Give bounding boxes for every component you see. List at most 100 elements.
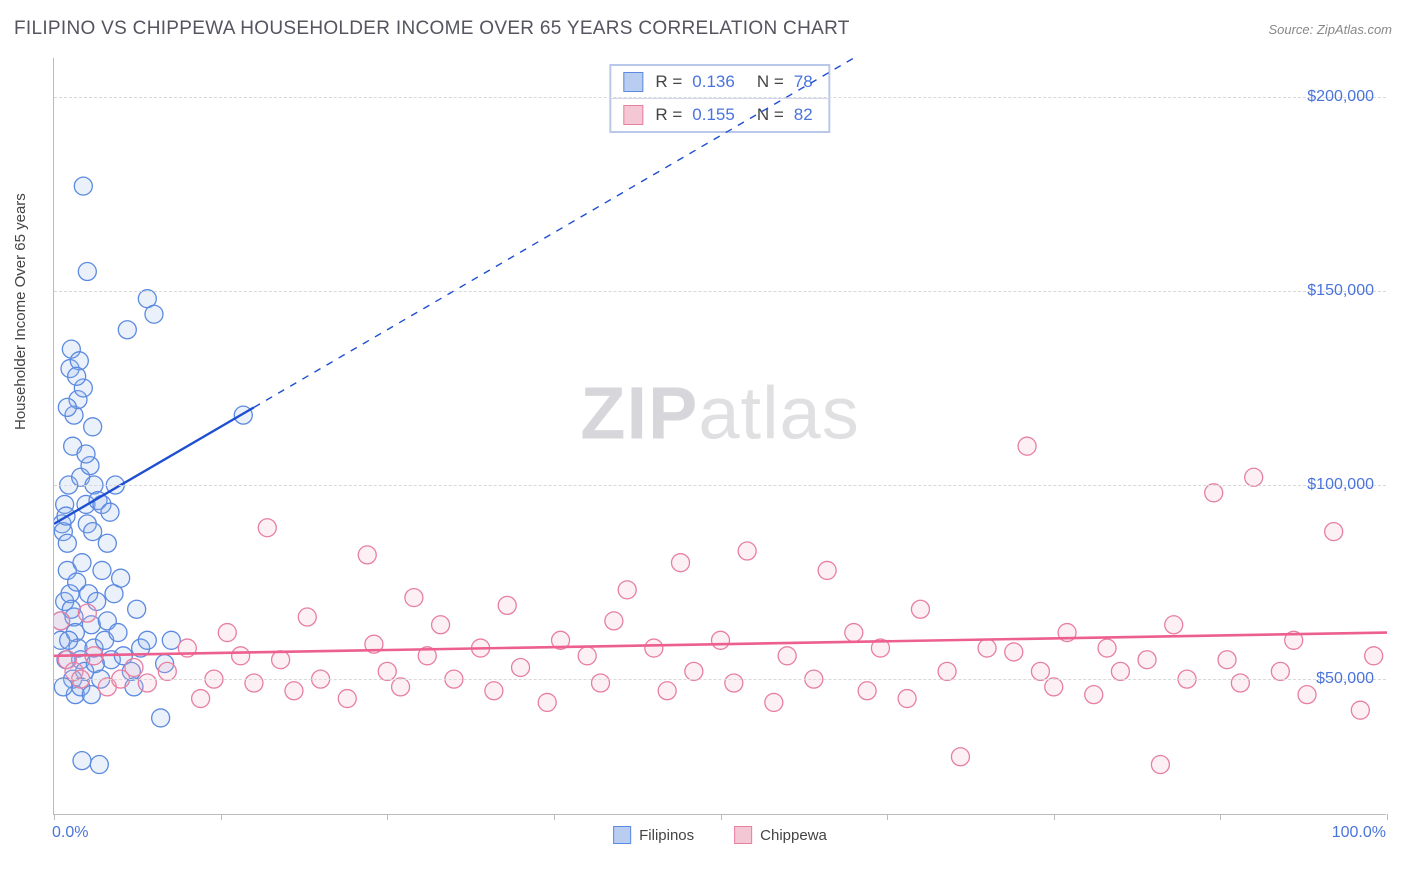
data-point: [138, 674, 156, 692]
trend-line-dashed: [254, 58, 854, 407]
data-point: [1271, 662, 1289, 680]
series-legend: Filipinos Chippewa: [613, 826, 827, 844]
data-point: [192, 690, 210, 708]
data-point: [658, 682, 676, 700]
xtick-mark: [887, 814, 888, 820]
data-point: [1298, 686, 1316, 704]
xtick-mark: [554, 814, 555, 820]
legend-item: Filipinos: [613, 826, 694, 844]
data-point: [1005, 643, 1023, 661]
data-point: [778, 647, 796, 665]
data-point: [1045, 678, 1063, 696]
data-point: [898, 690, 916, 708]
legend-label: Filipinos: [639, 827, 694, 844]
legend-label: Chippewa: [760, 827, 827, 844]
data-point: [158, 662, 176, 680]
data-point: [512, 658, 530, 676]
data-point: [1218, 651, 1236, 669]
data-point: [1365, 647, 1383, 665]
data-point: [845, 624, 863, 642]
data-point: [725, 674, 743, 692]
data-point: [592, 674, 610, 692]
xtick-mark: [1054, 814, 1055, 820]
data-point: [432, 616, 450, 634]
data-point: [358, 546, 376, 564]
data-point: [98, 534, 116, 552]
data-point: [765, 693, 783, 711]
data-point: [911, 600, 929, 618]
data-point: [245, 674, 263, 692]
data-point: [84, 418, 102, 436]
xtick-label: 100.0%: [1332, 824, 1386, 842]
data-point: [93, 561, 111, 579]
xtick-label: 0.0%: [52, 824, 88, 842]
source-label: Source: ZipAtlas.com: [1268, 22, 1392, 37]
data-point: [58, 534, 76, 552]
ytick-label: $200,000: [1307, 88, 1374, 106]
data-point: [73, 554, 91, 572]
data-point: [685, 662, 703, 680]
data-point: [672, 554, 690, 572]
data-point: [1351, 701, 1369, 719]
data-point: [60, 631, 78, 649]
data-point: [285, 682, 303, 700]
data-point: [1098, 639, 1116, 657]
data-point: [77, 445, 95, 463]
data-point: [73, 752, 91, 770]
data-point: [118, 321, 136, 339]
ytick-label: $100,000: [1307, 476, 1374, 494]
data-point: [138, 631, 156, 649]
xtick-mark: [721, 814, 722, 820]
data-point: [74, 177, 92, 195]
data-point: [392, 678, 410, 696]
data-point: [1018, 437, 1036, 455]
data-point: [162, 631, 180, 649]
gridline: [54, 291, 1386, 292]
data-point: [68, 367, 86, 385]
swatch-icon: [613, 826, 631, 844]
data-point: [978, 639, 996, 657]
data-point: [538, 693, 556, 711]
data-point: [1231, 674, 1249, 692]
data-point: [578, 647, 596, 665]
xtick-mark: [387, 814, 388, 820]
data-point: [645, 639, 663, 657]
data-point: [405, 589, 423, 607]
gridline: [54, 679, 1386, 680]
data-point: [1151, 756, 1169, 774]
data-point: [485, 682, 503, 700]
chart-svg: [54, 58, 1387, 815]
data-point: [112, 569, 130, 587]
swatch-icon: [734, 826, 752, 844]
data-point: [54, 678, 72, 696]
y-axis-label: Householder Income Over 65 years: [12, 193, 29, 430]
gridline: [54, 485, 1386, 486]
data-point: [818, 561, 836, 579]
chart-title: FILIPINO VS CHIPPEWA HOUSEHOLDER INCOME …: [14, 18, 850, 40]
data-point: [1138, 651, 1156, 669]
data-point: [90, 756, 108, 774]
data-point: [938, 662, 956, 680]
data-point: [109, 624, 127, 642]
plot-area: ZIPatlas R = 0.136 N = 78 R = 0.155 N = …: [53, 58, 1386, 815]
data-point: [951, 748, 969, 766]
data-point: [1085, 686, 1103, 704]
data-point: [338, 690, 356, 708]
xtick-mark: [54, 814, 55, 820]
data-point: [1031, 662, 1049, 680]
data-point: [1245, 468, 1263, 486]
xtick-mark: [1220, 814, 1221, 820]
data-point: [712, 631, 730, 649]
gridline: [54, 97, 1386, 98]
ytick-label: $50,000: [1316, 670, 1374, 688]
data-point: [218, 624, 236, 642]
data-point: [1325, 523, 1343, 541]
data-point: [298, 608, 316, 626]
data-point: [1165, 616, 1183, 634]
legend-item: Chippewa: [734, 826, 827, 844]
data-point: [258, 519, 276, 537]
data-point: [605, 612, 623, 630]
xtick-mark: [1387, 814, 1388, 820]
data-point: [378, 662, 396, 680]
data-point: [1205, 484, 1223, 502]
